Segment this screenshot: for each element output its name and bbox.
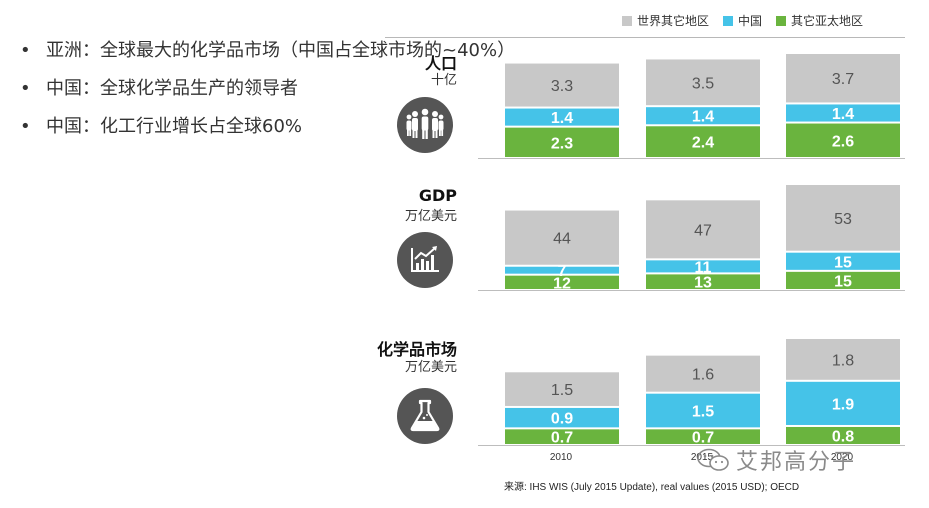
legend-swatch	[723, 15, 734, 26]
data-label: 1.9	[832, 396, 854, 413]
bullet-marker: •	[20, 78, 31, 99]
panel-title-chemical-market: 化学品市场	[376, 340, 457, 359]
bullet-text: 亚洲：全球最大的化学品市场（中国占全球市场的~40%）	[46, 40, 516, 61]
data-label: 15	[834, 273, 852, 290]
bar-segment	[505, 372, 619, 406]
bar-segment	[505, 127, 619, 157]
data-label: 3.3	[551, 78, 573, 95]
bar-segment	[646, 274, 760, 289]
data-label: 11	[695, 259, 712, 276]
legend-item-rest-of-world: 世界其它地区	[622, 12, 709, 29]
flask-icon	[397, 388, 453, 444]
x-tick-label: 2010	[550, 452, 573, 463]
bar-segment	[505, 429, 619, 444]
bar-segment	[786, 252, 900, 270]
legend-swatch	[622, 15, 632, 26]
growth-chart-icon	[397, 232, 453, 288]
data-label: 0.7	[692, 430, 714, 447]
bullet-text: 中国：全球化学品生产的领导者	[46, 78, 298, 99]
bar-segment	[786, 123, 900, 157]
bullet-list: • 亚洲：全球最大的化学品市场（中国占全球市场的~40%） • 中国：全球化学品…	[20, 38, 515, 152]
legend-label: 世界其它地区	[637, 14, 710, 28]
data-label: 2.6	[832, 133, 854, 150]
bar-segment	[646, 107, 760, 125]
bar-segment	[786, 339, 900, 380]
panel-unit-gdp: 万亿美元	[404, 209, 457, 224]
data-label: 1.5	[551, 382, 573, 399]
legend-divider	[385, 37, 905, 38]
data-label: 44	[553, 231, 571, 248]
bullet-text: 中国：化工行业增长占全球60%	[46, 116, 303, 137]
legend-label: 中国	[738, 14, 763, 28]
data-label: 1.8	[832, 352, 854, 369]
data-label: 53	[834, 211, 852, 228]
legend-swatch	[776, 15, 787, 26]
bar-segment	[786, 271, 900, 289]
bar-segment	[505, 63, 619, 107]
data-label: 1.5	[692, 404, 714, 421]
data-label: 13	[694, 275, 712, 292]
bar-segment	[786, 104, 900, 122]
legend-label: 其它亚太地区	[791, 14, 864, 28]
bar-segment	[786, 185, 900, 251]
source-note: 来源: IHS WIS (July 2015 Update), real val…	[504, 482, 800, 493]
people-icon	[397, 97, 453, 153]
legend-item-other-apac: 其它亚太地区	[776, 12, 863, 29]
watermark: 艾邦高分子	[696, 444, 856, 476]
bar-segment	[505, 210, 619, 265]
data-label: 0.9	[551, 411, 573, 428]
data-label: 3.7	[832, 71, 854, 88]
data-label: 12	[553, 275, 571, 292]
bar-segment	[646, 393, 760, 428]
bar-segment	[786, 381, 900, 425]
bar-segment	[505, 407, 619, 428]
x-tick-label: 2015	[691, 452, 714, 463]
bar-segment	[646, 355, 760, 392]
bar-segment	[786, 426, 900, 444]
bar-segment	[646, 59, 760, 106]
bullet-marker: •	[20, 40, 31, 61]
legend-item-china: 中国	[723, 12, 762, 29]
panel-unit-chemical-market: 万亿美元	[404, 360, 457, 375]
data-label: 1.4	[832, 106, 854, 123]
data-label: 0.8	[832, 428, 854, 445]
bar-segment	[646, 126, 760, 157]
bar-segment	[505, 108, 619, 126]
data-label: 2.4	[692, 135, 714, 152]
bullet-item: • 中国：化工行业增长占全球60%	[20, 114, 515, 140]
bullet-marker: •	[20, 116, 31, 137]
data-label: 47	[694, 222, 712, 239]
bullet-item: • 中国：全球化学品生产的领导者	[20, 76, 515, 102]
data-label: 2.3	[551, 135, 573, 152]
x-tick-label: 2020	[831, 452, 854, 463]
watermark-text: 艾邦高分子	[736, 450, 857, 475]
data-label: 1.4	[551, 110, 573, 127]
bar-segment	[646, 260, 760, 273]
bar-segment	[646, 429, 760, 444]
bar-segment	[646, 200, 760, 259]
bullet-item: • 亚洲：全球最大的化学品市场（中国占全球市场的~40%）	[20, 38, 515, 64]
data-label: 1.6	[692, 367, 714, 384]
bar-segment	[786, 54, 900, 103]
chart-legend: 世界其它地区 中国 其它亚太地区	[622, 12, 863, 29]
bar-segment	[505, 266, 619, 274]
data-label: 15	[834, 254, 852, 271]
panel-unit-population: 十亿	[430, 73, 457, 88]
panel-title-population: 人口	[424, 54, 457, 73]
wechat-logo-icon	[697, 448, 729, 471]
data-label: 3.5	[692, 75, 714, 92]
bar-segment	[505, 275, 619, 289]
data-label: 1.4	[692, 109, 714, 126]
panel-title-gdp: GDP	[418, 186, 457, 205]
data-label: 0.7	[551, 430, 573, 447]
data-label: 7	[558, 263, 567, 280]
